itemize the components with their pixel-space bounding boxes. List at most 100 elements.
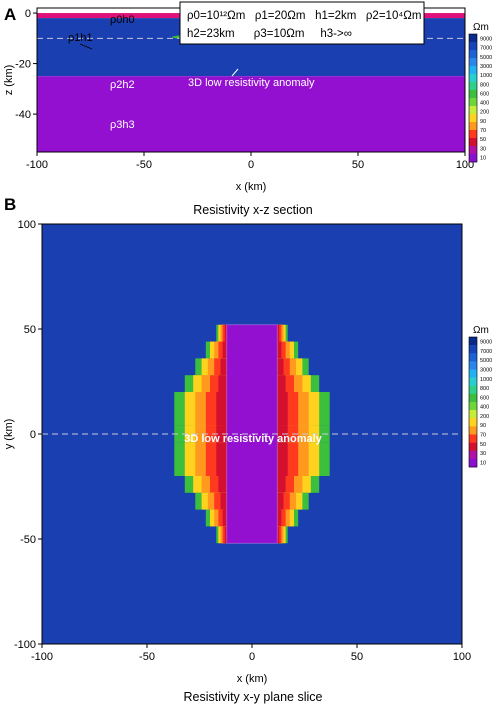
- colorbar-a-tick-6: 600: [480, 91, 489, 97]
- colorbar-a-swatch-8: [469, 98, 477, 107]
- panel-b-x-axis: -100 -50 0 50 100: [31, 644, 471, 663]
- colorbar-b-tick-1: 7000: [480, 349, 492, 355]
- a-y-tick-label-0: 0: [25, 8, 31, 20]
- colorbar-b-swatch-11: [469, 426, 477, 435]
- colorbar-a-tick-8: 200: [480, 110, 489, 116]
- layer-1-label: ρ1h1: [68, 32, 93, 44]
- colorbar-b-tick-3: 3000: [480, 368, 492, 374]
- layer-2-label: ρ2h2: [110, 79, 135, 91]
- a-x-tick-label-1: -50: [136, 159, 152, 171]
- colorbar-b-swatch-1: [469, 345, 477, 354]
- colorbar-a-tick-10: 70: [480, 128, 486, 134]
- colorbar-a-swatch-13: [469, 138, 477, 147]
- panel-a-anomaly-label: 3D low resistivity anomaly: [188, 77, 315, 89]
- colorbar-b-swatch-12: [469, 434, 477, 443]
- b-y-tick-label-2: 0: [30, 429, 36, 441]
- colorbar-b-tick-0: 9000: [480, 340, 492, 346]
- colorbar-b-tick-5: 800: [480, 386, 489, 392]
- colorbar-b-swatch-15: [469, 458, 477, 468]
- colorbar-b-tick-6: 600: [480, 395, 489, 401]
- panel-a-x-label: x (km): [236, 181, 267, 193]
- colorbar-a-tick-1: 7000: [480, 46, 492, 52]
- panel-b-y-label: y (km): [3, 419, 15, 450]
- colorbar-b-swatch-3: [469, 361, 477, 370]
- a-x-tick-label-3: 50: [352, 159, 364, 171]
- colorbar-a-swatch-2: [469, 50, 477, 59]
- a-y-tick-label-1: -20: [15, 59, 31, 71]
- colorbar-a-tick-13: 10: [480, 155, 486, 161]
- colorbar-b-swatch-5: [469, 377, 477, 387]
- colorbar-b-swatch-7: [469, 393, 477, 403]
- colorbar-a-swatch-7: [469, 90, 477, 99]
- panel-b: B Resistivity x-z section 3D low resisti…: [3, 195, 471, 704]
- colorbar-b-swatch-13: [469, 442, 477, 452]
- panel-a-label: A: [4, 5, 16, 24]
- a-x-tick-label-2: 0: [248, 159, 254, 171]
- panel-a-x-axis: -100 -50 0 50 100: [26, 152, 474, 171]
- panel-a-anomaly-pointer: [231, 68, 239, 77]
- colorbar-a-tick-0: 9000: [480, 37, 492, 43]
- b-x-tick-label-3: 50: [351, 651, 363, 663]
- layer-3-label: ρ3h3: [110, 119, 135, 131]
- colorbar-a-swatch-4: [469, 66, 477, 75]
- colorbar-b-swatch-10: [469, 418, 477, 427]
- panel-a-y-label: z (km): [3, 65, 15, 96]
- colorbar-a-swatch-5: [469, 74, 477, 83]
- colorbar-a-swatch-14: [469, 146, 477, 155]
- colorbar-a-tick-5: 800: [480, 82, 489, 88]
- b-y-tick-label-1: 50: [24, 324, 36, 336]
- layer-1-pointer: [79, 43, 93, 50]
- colorbar-a-swatch-0: [469, 34, 477, 43]
- layer-0-label: ρ0h0: [110, 14, 135, 26]
- panel-b-x-label: x (km): [237, 673, 268, 685]
- colorbar-a-swatch-3: [469, 58, 477, 67]
- colorbar-a-tick-3: 3000: [480, 64, 492, 70]
- colorbar-a-swatch-1: [469, 42, 477, 51]
- layer-band-3: [37, 76, 465, 152]
- colorbar-b-swatch-4: [469, 369, 477, 378]
- colorbar-a-tick-7: 400: [480, 101, 489, 107]
- panel-a-y-axis: 0 -20 -40: [15, 8, 37, 121]
- b-x-tick-label-0: -100: [31, 651, 53, 663]
- parameters-box: [179, 1, 425, 45]
- colorbar-a-tick-11: 50: [480, 137, 486, 143]
- panel-b-label: B: [4, 195, 16, 214]
- colorbar-b-border: [468, 336, 478, 468]
- colorbar-b-swatch-0: [469, 337, 477, 346]
- colorbar-b-swatch-6: [469, 385, 477, 395]
- colorbar-a-tick-9: 90: [480, 119, 486, 125]
- b-y-tick-label-4: -100: [14, 639, 36, 651]
- colorbar-b-tick-12: 30: [480, 451, 486, 457]
- panel-b-title: Resistivity x-z section: [193, 203, 313, 217]
- a-x-tick-label-0: -100: [26, 159, 48, 171]
- panel-b-caption: Resistivity x-y plane slice: [184, 690, 323, 704]
- colorbar-a: Ωm 9000 7000 5000 3000 1000 800 600 400 200 90 70 50…: [468, 22, 492, 163]
- colorbar-b-unit: Ωm: [473, 325, 489, 336]
- colorbar-a-swatch-11: [469, 122, 477, 131]
- colorbar-a-unit: Ωm: [473, 22, 489, 33]
- colorbar-a-tick-2: 5000: [480, 55, 492, 61]
- b-x-tick-label-2: 0: [249, 651, 255, 663]
- panel-b-y-axis: 100 50 0 -50 -100: [14, 219, 42, 651]
- b-y-tick-label-0: 100: [18, 219, 36, 231]
- colorbar-b-tick-2: 5000: [480, 358, 492, 364]
- colorbar-b-swatch-2: [469, 353, 477, 362]
- colorbar-a-swatch-9: [469, 106, 477, 115]
- colorbar-b-swatch-14: [469, 450, 477, 460]
- colorbar-b-tick-7: 400: [480, 405, 489, 411]
- colorbar-b-tick-9: 90: [480, 423, 486, 429]
- colorbar-b-swatch-8: [469, 402, 477, 411]
- colorbar-a-tick-4: 1000: [480, 73, 492, 79]
- colorbar-b-tick-11: 50: [480, 442, 486, 448]
- colorbar-b: Ωm 9000 7000 5000 3000 1000 800 600 400 200 90 70 50…: [468, 325, 492, 468]
- colorbar-b-tick-8: 200: [480, 414, 489, 420]
- b-x-tick-label-1: -50: [139, 651, 155, 663]
- colorbar-a-border: [468, 33, 478, 163]
- b-x-tick-label-4: 100: [453, 651, 471, 663]
- colorbar-a-swatch-12: [469, 130, 477, 139]
- a-y-tick-label-2: -40: [15, 109, 31, 121]
- colorbar-a-swatch-15: [469, 154, 477, 163]
- parameters-line-2: h2=23km ρ3=10Ωm h3->∞: [187, 28, 352, 40]
- colorbar-a-tick-12: 30: [480, 146, 486, 152]
